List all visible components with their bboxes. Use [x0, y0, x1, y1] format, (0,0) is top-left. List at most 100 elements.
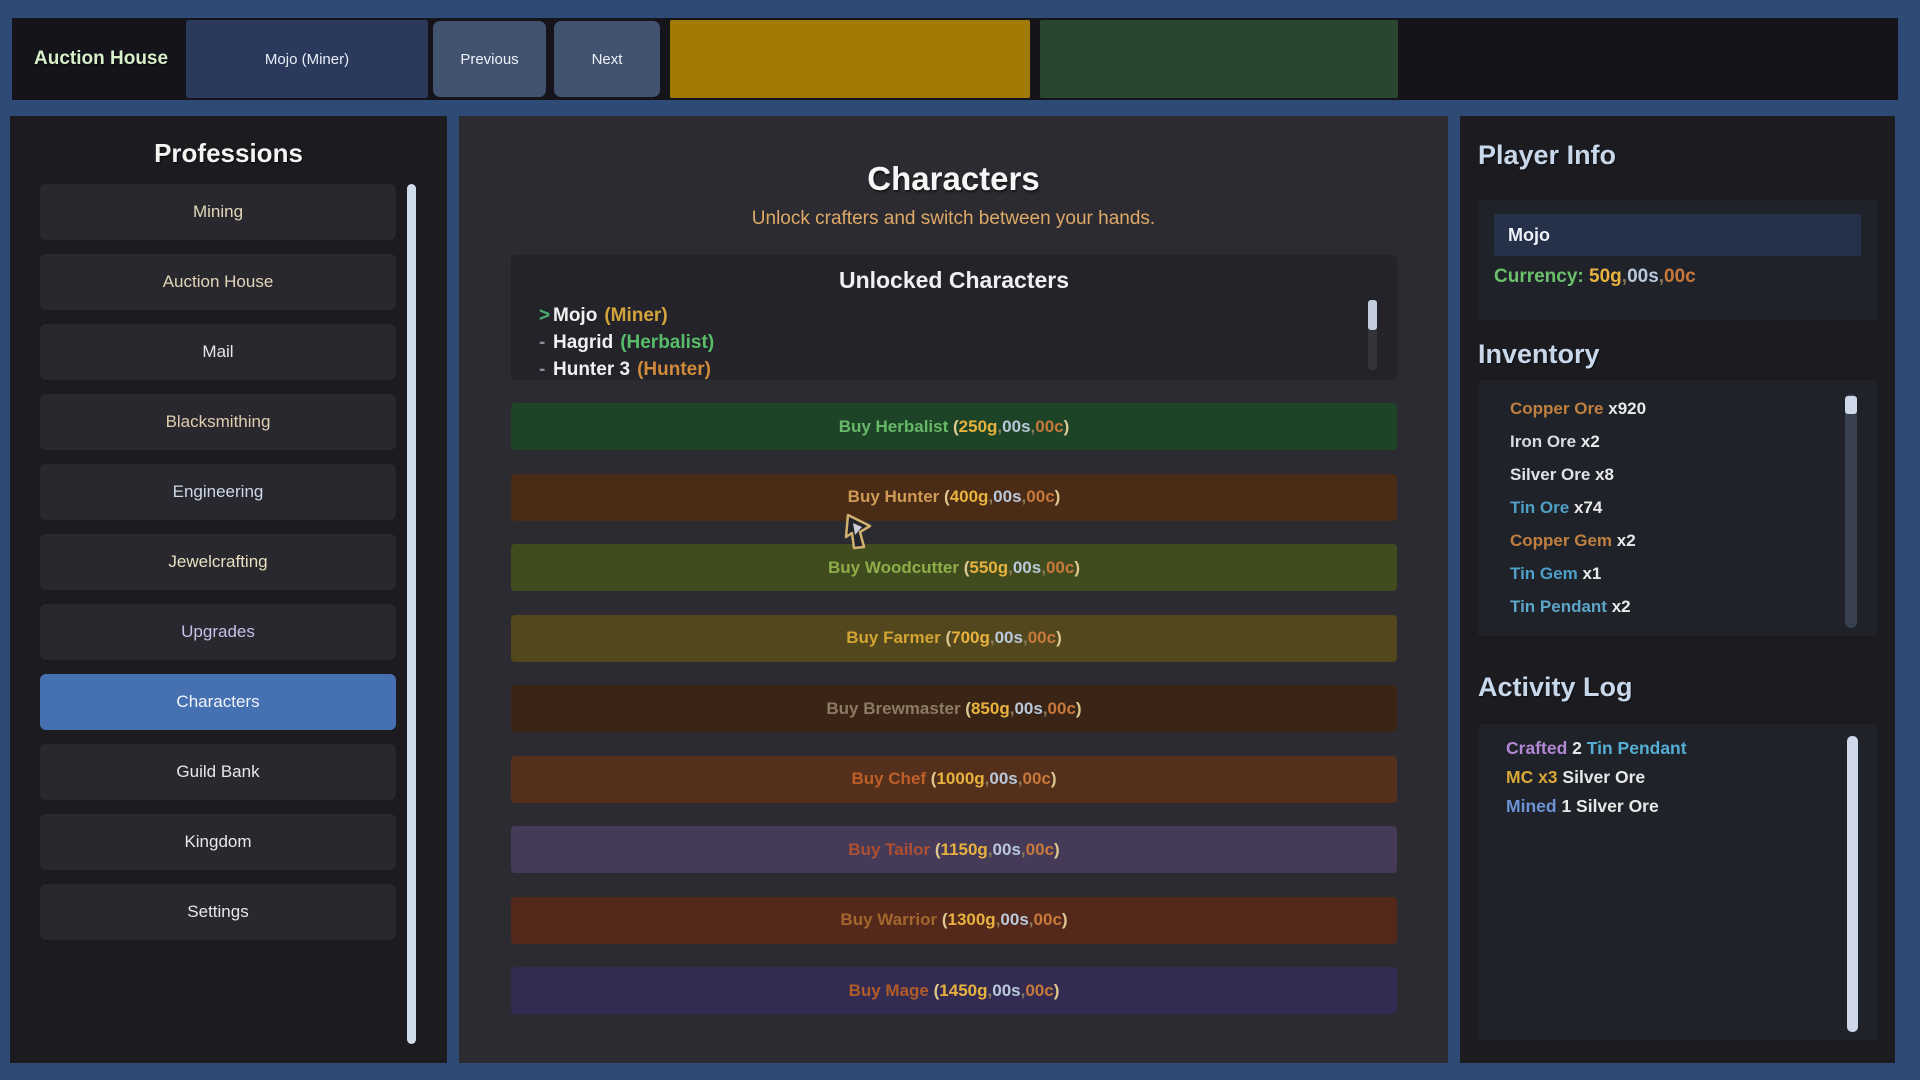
unlocked-list-scrollbar-thumb[interactable] — [1368, 300, 1377, 330]
sidebar-item-label: Upgrades — [181, 622, 255, 641]
copper-amount: 00c — [1026, 487, 1055, 506]
inventory-scrollbar[interactable] — [1845, 394, 1857, 628]
professions-sidebar: Professions Mining Auction House Mail Black… — [10, 116, 447, 1063]
copper-amount: 00c — [1033, 910, 1062, 929]
silver-amount: 00s — [992, 839, 1021, 859]
activity-log-scrollbar[interactable] — [1847, 736, 1858, 1032]
top-bar: Auction House Mojo (Miner) Previous Next — [12, 18, 1898, 100]
copper-amount: 00c — [1027, 628, 1057, 647]
unlocked-character-row[interactable]: - Hagrid (Herbalist) — [539, 329, 1397, 356]
sidebar-item-kingdom[interactable]: Kingdom — [40, 814, 396, 870]
log-part: 2 — [1572, 738, 1582, 758]
buy-chef-button[interactable]: Buy Chef (1000g, 00s, 00c) — [511, 755, 1397, 803]
silver-amount: 00s — [1014, 698, 1043, 718]
currency-label: Currency: — [1494, 266, 1590, 287]
gold-amount: 400g — [949, 487, 989, 506]
sidebar-item-mail[interactable]: Mail — [40, 324, 396, 380]
paren-close: ) — [1063, 416, 1070, 436]
gold-amount: 50g — [1589, 266, 1622, 287]
sidebar-item-mining[interactable]: Mining — [40, 184, 396, 240]
comma: , — [1021, 487, 1027, 506]
sidebar-item-jewelcrafting[interactable]: Jewelcrafting — [40, 534, 396, 590]
comma: , — [1020, 839, 1026, 859]
character-profession: (Miner) — [604, 305, 668, 326]
inventory-item-copper-ore: Copper Ore x920 — [1510, 392, 1646, 425]
buy-warrior-button[interactable]: Buy Warrior (1300g, 00s, 00c) — [511, 896, 1397, 944]
copper-amount: 00c — [1025, 839, 1055, 859]
inventory-scrollbar-thumb[interactable] — [1845, 396, 1857, 414]
buy-hunter-button[interactable]: Buy Hunter (400g, 00s, 00c) — [511, 473, 1397, 521]
gold-progress-block[interactable] — [670, 20, 1030, 98]
paren-close: ) — [1056, 628, 1062, 647]
gold-amount: 550g — [969, 557, 1009, 577]
buy-brewmaster-button[interactable]: Buy Brewmaster (850g, 00s, 00c) — [511, 685, 1397, 732]
paren-open: ( — [944, 487, 950, 506]
sidebar-item-label: Blacksmithing — [165, 412, 271, 431]
item-name: Iron Ore — [1510, 432, 1581, 451]
buy-button-label: Buy Farmer — [846, 628, 946, 647]
unlocked-character-row[interactable]: > Mojo (Miner) — [539, 302, 1397, 329]
paren-open: ( — [963, 557, 970, 577]
item-quantity: x74 — [1573, 498, 1603, 517]
buy-farmer-button[interactable]: Buy Farmer (700g, 00s, 00c) — [511, 614, 1397, 662]
sidebar-scrollbar[interactable] — [407, 184, 416, 1044]
silver-amount: 00s — [993, 487, 1022, 506]
app-title: Auction House — [34, 48, 169, 69]
sidebar-item-label: Mining — [192, 202, 244, 221]
unlocked-characters-card: Unlocked Characters > Mojo (Miner) - Hagrid (… — [511, 255, 1397, 380]
paren-open: ( — [941, 910, 948, 929]
comma: , — [1658, 266, 1665, 287]
sidebar-item-auction-house[interactable]: Auction House — [40, 254, 396, 310]
buy-herbalist-button[interactable]: Buy Herbalist (250g, 00s, 00c) — [511, 403, 1397, 450]
comma: , — [1020, 980, 1026, 1000]
professions-title: Professions — [154, 138, 303, 168]
green-progress-block[interactable] — [1040, 20, 1398, 98]
gold-amount: 250g — [958, 416, 998, 436]
unlocked-list-scrollbar[interactable] — [1368, 300, 1377, 370]
copper-amount: 00c — [1045, 557, 1075, 577]
active-character-button[interactable]: Mojo (Miner) — [186, 20, 428, 98]
copper-amount: 00c — [1022, 769, 1051, 788]
inventory-title: Inventory — [1478, 339, 1600, 369]
buy-mage-button[interactable]: Buy Mage (1450g, 00s, 00c) — [511, 967, 1397, 1014]
silver-amount: 00s — [1000, 910, 1029, 929]
activity-log-card: Crafted 2 Tin Pendant MC x3 Silver Ore Min… — [1478, 724, 1877, 1040]
player-name-row[interactable]: Mojo — [1494, 214, 1861, 256]
sidebar-item-guild-bank[interactable]: Guild Bank — [40, 744, 396, 800]
comma: , — [984, 769, 990, 788]
sidebar-item-upgrades[interactable]: Upgrades — [40, 604, 396, 660]
unlocked-character-row[interactable]: - Hunter 3 (Hunter) — [539, 356, 1397, 380]
buy-tailor-button[interactable]: Buy Tailor (1150g, 00s, 00c) — [511, 826, 1397, 873]
sidebar-item-settings[interactable]: Settings — [40, 884, 396, 940]
silver-amount: 00s — [992, 980, 1021, 1000]
character-name: Hagrid — [553, 332, 614, 353]
item-quantity: x8 — [1595, 465, 1614, 484]
comma: , — [1022, 628, 1028, 647]
unlocked-characters-title: Unlocked Characters — [838, 267, 1070, 293]
paren-close: ) — [1050, 769, 1057, 788]
sidebar-item-characters[interactable]: Characters — [40, 674, 396, 730]
buy-woodcutter-button[interactable]: Buy Woodcutter (550g, 00s, 00c) — [511, 544, 1397, 591]
comma: , — [1041, 557, 1046, 577]
gold-amount: 1000g — [936, 769, 985, 788]
paren-close: ) — [1061, 910, 1068, 929]
sidebar-item-label: Jewelcrafting — [168, 552, 268, 571]
previous-button[interactable]: Previous — [433, 21, 546, 97]
item-name: Copper Ore — [1510, 399, 1609, 418]
character-name: Hunter 3 — [553, 359, 631, 380]
next-button[interactable]: Next — [554, 21, 660, 97]
sidebar-item-label: Kingdom — [184, 832, 252, 851]
paren-open: ( — [945, 628, 952, 647]
item-name: Copper Gem — [1510, 531, 1617, 550]
player-panel: Player Info Mojo Currency: 50g,00s,00c I… — [1460, 116, 1895, 1063]
item-quantity: x2 — [1580, 432, 1600, 451]
sidebar-item-engineering[interactable]: Engineering — [40, 464, 396, 520]
page-subtitle: Unlock crafters and switch between your … — [751, 208, 1156, 229]
comma: , — [987, 980, 993, 1000]
buy-button-label: Buy Herbalist — [838, 416, 953, 436]
sidebar-item-blacksmithing[interactable]: Blacksmithing — [40, 394, 396, 450]
item-name: Tin Gem — [1510, 564, 1583, 583]
copper-amount: 00c — [1664, 266, 1696, 287]
sidebar-item-label: Characters — [176, 692, 260, 711]
paren-open: ( — [965, 698, 971, 718]
